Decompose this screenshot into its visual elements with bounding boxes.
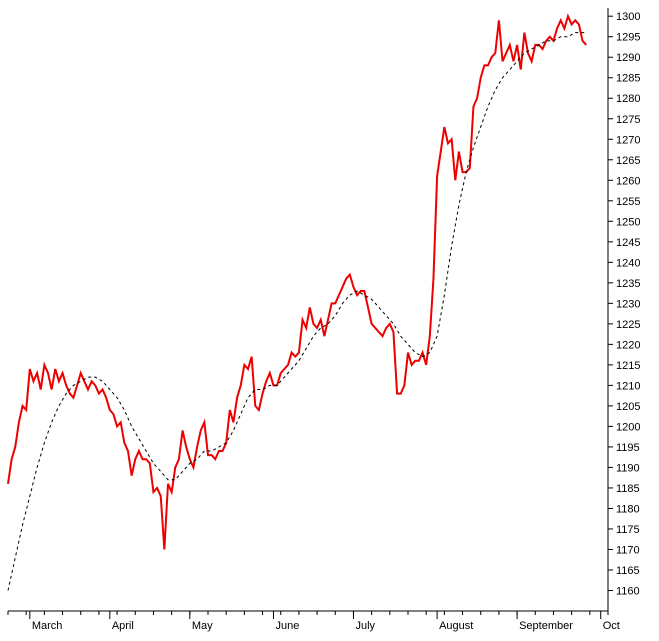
y-tick-label: 1265 — [616, 155, 640, 167]
x-tick-label: May — [192, 620, 213, 632]
y-tick-label: 1235 — [616, 278, 640, 290]
y-tick-label: 1205 — [616, 401, 640, 413]
y-tick-label: 1245 — [616, 237, 640, 249]
y-tick-label: 1210 — [616, 380, 640, 392]
y-tick-label: 1225 — [616, 319, 640, 331]
x-tick-label: September — [519, 620, 573, 632]
y-tick-label: 1195 — [616, 442, 640, 454]
y-tick-label: 1280 — [616, 93, 640, 105]
y-tick-label: 1285 — [616, 73, 640, 85]
x-tick-label: April — [112, 620, 134, 632]
price-chart: 1160 1165 1170 1175 1180 1185 1190 1195 1200 1205… — [0, 0, 659, 641]
y-tick-label: 1260 — [616, 175, 640, 187]
y-tick-label: 1240 — [616, 257, 640, 269]
y-tick-label: 1180 — [616, 503, 640, 515]
x-tick-label: June — [275, 620, 299, 632]
x-tick-label: March — [32, 620, 63, 632]
y-tick-label: 1250 — [616, 216, 640, 228]
y-tick-label: 1200 — [616, 421, 640, 433]
chart-canvas: 1160 1165 1170 1175 1180 1185 1190 1195 1200 1205… — [0, 0, 659, 641]
y-tick-label: 1220 — [616, 339, 640, 351]
y-tick-label: 1290 — [616, 52, 640, 64]
y-tick-label: 1175 — [616, 524, 640, 536]
y-tick-label: 1295 — [616, 32, 640, 44]
y-tick-label: 1230 — [616, 298, 640, 310]
y-tick-label: 1165 — [616, 565, 640, 577]
y-tick-label: 1160 — [616, 585, 640, 597]
y-tick-label: 1255 — [616, 196, 640, 208]
y-tick-label: 1215 — [616, 360, 640, 372]
y-tick-label: 1170 — [616, 544, 640, 556]
y-tick-label: 1190 — [616, 462, 640, 474]
x-tick-label: July — [355, 620, 375, 632]
y-tick-label: 1275 — [616, 114, 640, 126]
x-tick-label: August — [439, 620, 473, 632]
y-tick-label: 1185 — [616, 483, 640, 495]
y-tick-label: 1270 — [616, 134, 640, 146]
y-tick-label: 1300 — [616, 11, 640, 23]
x-tick-label: Oct — [603, 620, 620, 632]
